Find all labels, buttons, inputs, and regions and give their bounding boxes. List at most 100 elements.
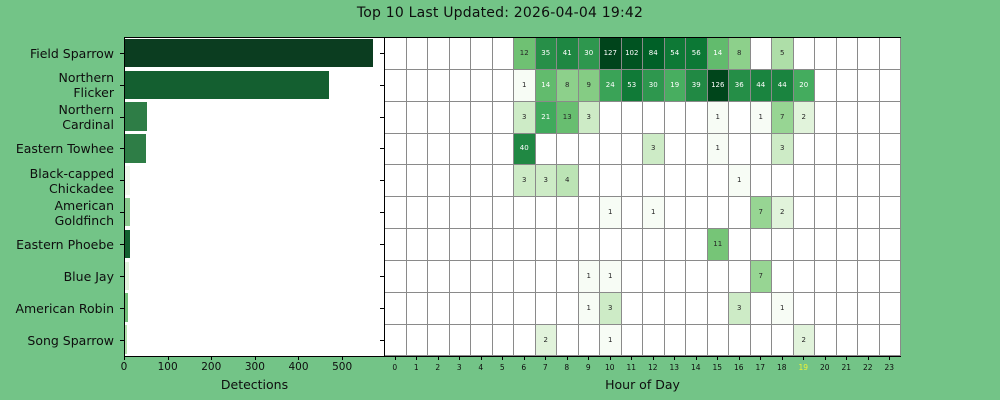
heatmap-cell-value: 3 (651, 144, 656, 153)
heatmap-cell (858, 165, 880, 198)
heatmap-cell (686, 101, 708, 134)
heatmap-cell-value: 30 (648, 80, 658, 89)
heatmap-cell (686, 197, 708, 230)
detections-bar-chart (124, 37, 385, 357)
species-label-eastern-phoebe: Eastern Phoebe (16, 237, 114, 253)
heatmap-cell: 7 (750, 197, 772, 230)
heatmap-cell: 41 (557, 38, 579, 70)
heatmap-cell (535, 260, 557, 293)
heatmap-cell: 24 (600, 69, 622, 102)
heatmap-cell (449, 38, 471, 70)
heatmap-cell (729, 260, 751, 293)
x-tick-mark (674, 356, 676, 360)
bar-american-goldfinch (125, 197, 130, 227)
heatmap-cell-value: 1 (737, 176, 742, 185)
hour-tick-label: 18 (776, 363, 787, 372)
heatmap-cell (428, 260, 450, 293)
heatmap-cell: 44 (772, 69, 794, 102)
heatmap-cell (578, 133, 600, 166)
heatmap-cell-value: 7 (758, 208, 763, 217)
heatmap-cell: 1 (600, 260, 622, 293)
heatmap-cell-value: 20 (799, 80, 809, 89)
heatmap-cell: 8 (729, 38, 751, 70)
x-tick-mark (502, 356, 504, 360)
y-tick-mark (119, 212, 124, 214)
heatmap-cell: 13 (557, 101, 579, 134)
heatmap-cell (449, 133, 471, 166)
heatmap-cell (750, 38, 772, 70)
heatmap-cell (643, 324, 665, 357)
heatmap-cell-value: 1 (715, 112, 720, 121)
heatmap-cell (449, 165, 471, 198)
heatmap-cell (793, 260, 815, 293)
bar-x-tick-label: 400 (288, 361, 309, 373)
chart-title: Top 10 Last Updated: 2026-04-04 19:42 (356, 5, 644, 21)
species-label-american-robin: American Robin (15, 300, 114, 316)
heatmap-cell-value: 1 (586, 303, 591, 312)
heatmap-cell (707, 165, 729, 198)
heatmap-cell (471, 38, 493, 70)
heatmap-cell (729, 101, 751, 134)
heatmap-cell-value: 1 (608, 271, 613, 280)
hour-tick-label-current: 19 (798, 363, 809, 372)
heatmap-cell-value: 36 (734, 80, 744, 89)
x-tick-mark (566, 356, 568, 360)
x-tick-mark (545, 356, 547, 360)
x-tick-mark (523, 356, 525, 360)
x-tick-mark (480, 356, 482, 360)
heatmap-cell (449, 101, 471, 134)
x-tick-mark (211, 356, 213, 360)
heatmap-cell (686, 292, 708, 325)
heatmap-cell (879, 260, 901, 293)
heatmap-cell (836, 165, 858, 198)
heatmap-cell (621, 197, 643, 230)
heatmap-cell (686, 165, 708, 198)
heatmap-cell (772, 165, 794, 198)
heatmap-cell (879, 324, 901, 357)
heatmap-cell: 12 (514, 38, 536, 70)
heatmap-cell (514, 292, 536, 325)
heatmap-cell-value: 126 (711, 80, 725, 89)
hour-tick-label: 17 (755, 363, 766, 372)
heatmap-cell (836, 197, 858, 230)
heatmap-cell: 5 (772, 38, 794, 70)
x-tick-mark (609, 356, 611, 360)
heatmap-cell (836, 69, 858, 102)
y-tick-mark (379, 244, 384, 246)
heatmap-cell: 2 (793, 101, 815, 134)
heatmap-cell (686, 229, 708, 261)
heatmap-cell (471, 133, 493, 166)
species-label-black-capped-chickadee: Black-capped Chickadee (29, 165, 114, 196)
heatmap-cell (600, 165, 622, 198)
heatmap-cell (858, 69, 880, 102)
species-label-eastern-towhee: Eastern Towhee (15, 141, 114, 157)
heatmap-cell: 2 (793, 324, 815, 357)
heatmap-cell-value: 30 (584, 48, 594, 57)
heatmap-cell: 11 (707, 229, 729, 261)
heatmap-cell (772, 229, 794, 261)
heatmap-cell-value: 3 (608, 303, 613, 312)
heatmap-cell (535, 197, 557, 230)
heatmap-cell (815, 197, 837, 230)
heatmap-cell: 1 (707, 133, 729, 166)
heatmap-cell-value: 21 (541, 112, 551, 121)
heatmap-cell (879, 38, 901, 70)
heatmap-cell (385, 165, 407, 198)
heatmap-cell: 14 (707, 38, 729, 70)
hour-tick-label: 5 (499, 363, 505, 372)
x-tick-mark (437, 356, 439, 360)
heatmap-cell (578, 324, 600, 357)
heatmap-cell-value: 1 (651, 208, 656, 217)
bar-american-robin (125, 293, 129, 322)
x-tick-mark (631, 356, 633, 360)
heatmap-cell: 2 (535, 324, 557, 357)
heatmap-cell (664, 133, 686, 166)
heatmap-cell (815, 101, 837, 134)
heatmap-cell (879, 197, 901, 230)
heatmap-cell (406, 101, 428, 134)
heatmap-cell-value: 24 (605, 80, 615, 89)
heatmap-cell-value: 8 (737, 48, 742, 57)
heatmap-cell (492, 38, 514, 70)
y-tick-mark (119, 84, 124, 86)
heatmap-cell-value: 127 (603, 48, 617, 57)
